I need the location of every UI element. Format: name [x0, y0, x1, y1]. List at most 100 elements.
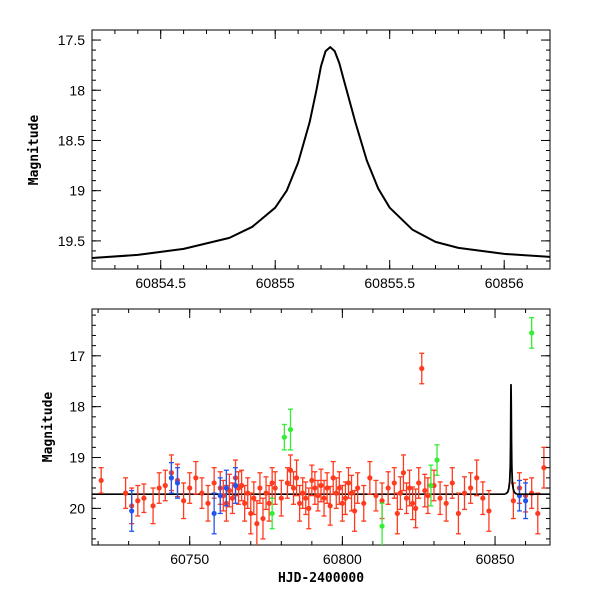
- data-point: [416, 480, 422, 486]
- data-point: [474, 475, 480, 481]
- data-point: [281, 434, 287, 440]
- data-point: [297, 500, 303, 506]
- data-point: [174, 480, 181, 486]
- data-point: [306, 505, 312, 511]
- data-point: [187, 485, 193, 491]
- data-point: [410, 500, 416, 506]
- data-point: [284, 480, 291, 486]
- data-point: [355, 485, 361, 491]
- data-point: [199, 490, 205, 496]
- bottom-panel: 60750 60800 60850 17 18 19 20 Magnitude HJD-24…: [41, 308, 551, 586]
- top-panel-ticks: 60854.5 60855 60855.5 60856 17.5 18 18.5 19 19.5: [58, 29, 551, 291]
- data-point: [269, 480, 275, 486]
- data-point: [211, 510, 217, 517]
- data-point: [379, 523, 385, 529]
- data-point: [229, 495, 236, 501]
- data-point: [205, 500, 211, 506]
- y-tick-label: 17.5: [58, 32, 85, 48]
- data-point: [278, 495, 284, 501]
- data-point: [535, 510, 541, 517]
- data-point: [397, 490, 403, 496]
- data-point: [351, 508, 358, 514]
- data-point: [330, 475, 336, 481]
- data-point: [333, 490, 339, 496]
- x-tick-label: 60854.5: [135, 275, 186, 291]
- data-point: [318, 482, 324, 489]
- data-point: [541, 465, 547, 471]
- y-tick-label: 17: [69, 348, 85, 364]
- y-tick-label: 19.5: [58, 233, 85, 249]
- data-point: [529, 330, 535, 336]
- data-point: [422, 487, 428, 494]
- data-point: [211, 480, 217, 486]
- data-point: [293, 475, 300, 481]
- data-point: [428, 482, 434, 489]
- data-point: [168, 475, 174, 481]
- data-point: [193, 475, 199, 481]
- data-point: [239, 482, 245, 489]
- data-point: [150, 503, 156, 509]
- y-tick-label: 19: [69, 183, 85, 199]
- top-panel-series: [92, 46, 550, 259]
- data-point: [480, 495, 486, 501]
- data-point: [242, 500, 248, 506]
- data-point: [419, 365, 425, 372]
- x-tick-label: 60855.5: [364, 275, 415, 291]
- data-point: [461, 490, 468, 496]
- data-point: [245, 490, 251, 496]
- data-point: [312, 485, 318, 491]
- top-y-axis-title: Magnitude: [27, 115, 42, 186]
- x-tick-label: 60800: [323, 551, 362, 567]
- data-point: [321, 495, 327, 501]
- x-tick-label: 60856: [485, 275, 524, 291]
- x-tick-label: 60855: [256, 275, 295, 291]
- data-point: [400, 470, 407, 476]
- data-point: [373, 493, 379, 499]
- data-point: [181, 498, 187, 504]
- data-point: [510, 498, 516, 504]
- data-point: [413, 505, 419, 511]
- data-point: [434, 457, 440, 463]
- data-point: [339, 500, 345, 506]
- data-point: [379, 498, 385, 504]
- data-point: [98, 477, 104, 484]
- model-lightcurve-line: [504, 383, 517, 495]
- data-point: [455, 510, 461, 517]
- data-point: [367, 475, 373, 481]
- y-tick-label: 20: [69, 500, 85, 516]
- data-point: [403, 495, 410, 501]
- y-tick-label: 18: [69, 82, 85, 98]
- data-point: [468, 485, 474, 491]
- y-tick-label: 18: [69, 399, 85, 415]
- data-point: [156, 485, 162, 491]
- data-point: [437, 495, 443, 501]
- bottom-panel-ticks: 60750 60800 60850 17 18 19 20: [69, 309, 550, 567]
- data-point: [232, 482, 239, 489]
- data-point: [443, 500, 449, 506]
- data-points: [92, 316, 550, 545]
- data-point: [254, 521, 260, 527]
- data-point: [406, 485, 413, 491]
- bottom-y-axis-title: Magnitude: [41, 392, 56, 463]
- data-point: [248, 510, 254, 517]
- data-point: [336, 485, 342, 491]
- x-tick-label: 60850: [476, 551, 515, 567]
- data-point: [342, 495, 349, 501]
- data-point: [345, 480, 352, 486]
- data-point: [486, 508, 492, 514]
- data-point: [135, 498, 141, 504]
- data-point: [315, 493, 321, 499]
- data-point: [251, 495, 257, 501]
- model-lightcurve-line: [92, 46, 550, 259]
- data-point: [217, 493, 223, 499]
- data-point: [425, 493, 431, 499]
- data-point: [449, 480, 455, 486]
- x-tick-label: 60750: [170, 551, 209, 567]
- data-point: [223, 485, 229, 491]
- data-point: [391, 480, 397, 486]
- data-point: [529, 490, 535, 496]
- data-point: [272, 485, 278, 491]
- data-point: [257, 485, 263, 491]
- data-point: [300, 490, 306, 496]
